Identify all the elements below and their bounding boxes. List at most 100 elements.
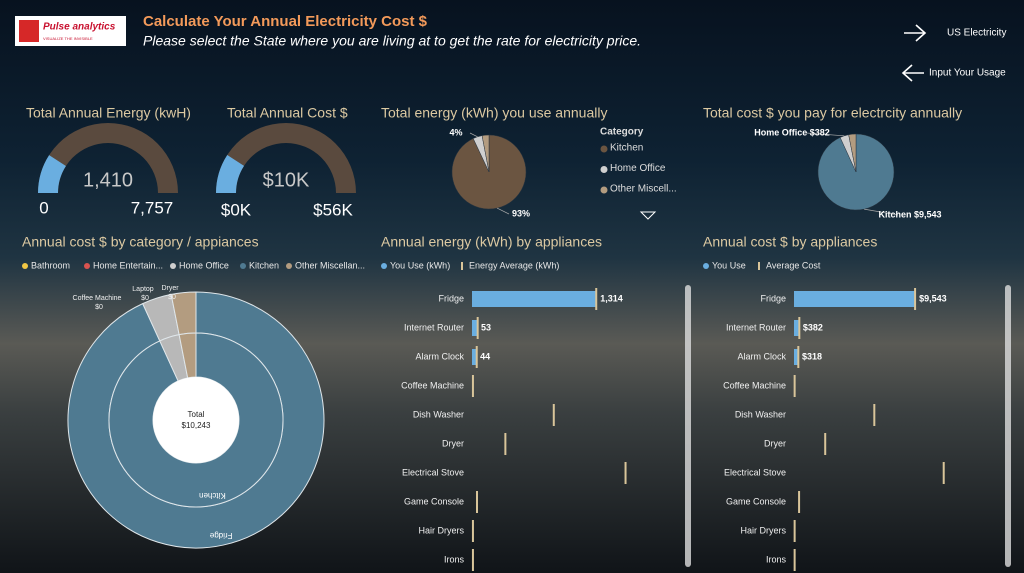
logo-tagline: VISUALIZE THE INVISIBLE: [43, 36, 93, 41]
center-disc: [153, 377, 239, 463]
legend-label: Kitchen: [249, 260, 279, 270]
category-label: Dryer: [442, 438, 464, 448]
category-label: Electrical Stove: [724, 467, 786, 477]
logo-icon: [19, 20, 39, 42]
gauge-track: [38, 123, 178, 193]
value-label: $318: [802, 351, 822, 361]
bar: [472, 291, 597, 307]
bar: [794, 320, 799, 336]
legend-label: Other Miscell...: [610, 184, 677, 195]
category-label: Irons: [444, 554, 465, 564]
category-label: Coffee Machine: [401, 380, 464, 390]
logo-text: Pulse analytics: [43, 22, 116, 33]
chart-title: Total energy (kWh) you use annually: [381, 105, 607, 121]
bar: [472, 349, 477, 365]
category-label: Irons: [766, 554, 787, 564]
legend-label: Other Miscellan...: [295, 260, 365, 270]
legend-label: Kitchen: [610, 143, 643, 154]
gauge-value: [216, 154, 245, 193]
category-label: Dryer: [764, 438, 786, 448]
nav-input-usage[interactable]: Input Your Usage: [901, 64, 1006, 82]
legend-label: Average Cost: [766, 260, 821, 270]
page-subtitle: Please select the State where you are li…: [143, 33, 641, 49]
gauge-min-label: $0K: [221, 200, 252, 219]
pie-label: Kitchen $9,543: [878, 209, 941, 219]
category-label: Dish Washer: [735, 409, 786, 419]
legend-marker: [600, 186, 608, 194]
bar: [794, 291, 916, 307]
category-label: Fridge: [438, 293, 464, 303]
chart-title: Annual cost $ by category / appiances: [22, 234, 259, 250]
category-label: Game Console: [404, 496, 464, 506]
legend-marker: [600, 166, 608, 173]
legend-label: Bathroom: [31, 260, 70, 270]
legend-scroll[interactable]: [639, 211, 657, 220]
legend-label: You Use (kWh): [390, 260, 450, 270]
legend-label: Home Office: [610, 163, 666, 174]
zero-label: Dryer: [161, 285, 179, 292]
arrow-left: [901, 64, 924, 82]
category-label: Hair Dryers: [740, 525, 786, 535]
leader-line: [864, 208, 899, 216]
legend-label: You Use: [712, 260, 746, 270]
chart-title: Total Annual Energy (kwH): [26, 105, 191, 121]
legend-label: Energy Average (kWh): [469, 260, 559, 270]
category-label: Internet Router: [726, 322, 786, 332]
scrollbar[interactable]: [1005, 285, 1011, 567]
page-title: Calculate Your Annual Electricity Cost $: [143, 13, 428, 30]
legend-title: Category: [600, 127, 644, 138]
legend-marker: [170, 263, 176, 269]
category-label: Electrical Stove: [402, 467, 464, 477]
legend-marker: [240, 263, 246, 269]
bar: [794, 349, 799, 365]
pie-slice: [481, 134, 490, 173]
center-title: Total: [188, 410, 205, 419]
leader-line: [469, 132, 478, 138]
gauge-max-label: $56K: [313, 200, 353, 219]
category-label: Dish Washer: [413, 409, 464, 419]
gauge-value-label: 1,410: [83, 169, 133, 191]
value-label: $382: [803, 322, 823, 332]
legend-marker: [600, 145, 608, 153]
legend-marker: [286, 263, 292, 269]
legend-marker: [84, 263, 90, 269]
gauge-value: [38, 155, 66, 193]
pie-label: Home Office $382: [754, 127, 830, 137]
nav-label[interactable]: Input Your Usage: [929, 68, 1006, 79]
zero-value: $0: [95, 304, 103, 311]
leader-line: [805, 132, 845, 137]
zero-label: Laptop: [132, 286, 154, 293]
pie-label: 4%: [449, 127, 462, 137]
category-label: Alarm Clock: [737, 351, 786, 361]
gauge-max-label: 7,757: [131, 198, 174, 217]
zero-value: $0: [141, 295, 149, 302]
nav-us-electricity[interactable]: US Electricity: [904, 24, 1006, 42]
category-label: Game Console: [726, 496, 786, 506]
ring-label: Kitchen: [199, 491, 226, 500]
chart-title: Total cost $ you pay for electrcity annu…: [703, 105, 962, 121]
chart-title: Total Annual Cost $: [227, 105, 348, 121]
center-value: $10,243: [182, 421, 211, 430]
legend-label: Home Office: [179, 260, 229, 270]
zero-value: $0: [168, 294, 176, 301]
pie-label: 93%: [512, 208, 530, 218]
value-label: $9,543: [919, 293, 947, 303]
zero-label: Coffee Machine: [73, 295, 122, 302]
value-label: 44: [480, 351, 490, 361]
pie-slice: [848, 133, 857, 173]
category-label: Internet Router: [404, 322, 464, 332]
nav-label[interactable]: US Electricity: [947, 28, 1006, 39]
legend-marker: [22, 263, 28, 269]
gauge-min-label: 0: [39, 198, 48, 217]
category-label: Coffee Machine: [723, 380, 786, 390]
gauge-value-label: $10K: [263, 169, 310, 191]
chart-title: Annual cost $ by appliances: [703, 234, 877, 250]
legend-marker: [381, 263, 387, 269]
scrollbar[interactable]: [685, 285, 691, 567]
legend-label: Home Entertain...: [93, 260, 163, 270]
category-label: Hair Dryers: [418, 525, 464, 535]
arrow-right: [904, 24, 927, 42]
category-label: Alarm Clock: [415, 351, 464, 361]
